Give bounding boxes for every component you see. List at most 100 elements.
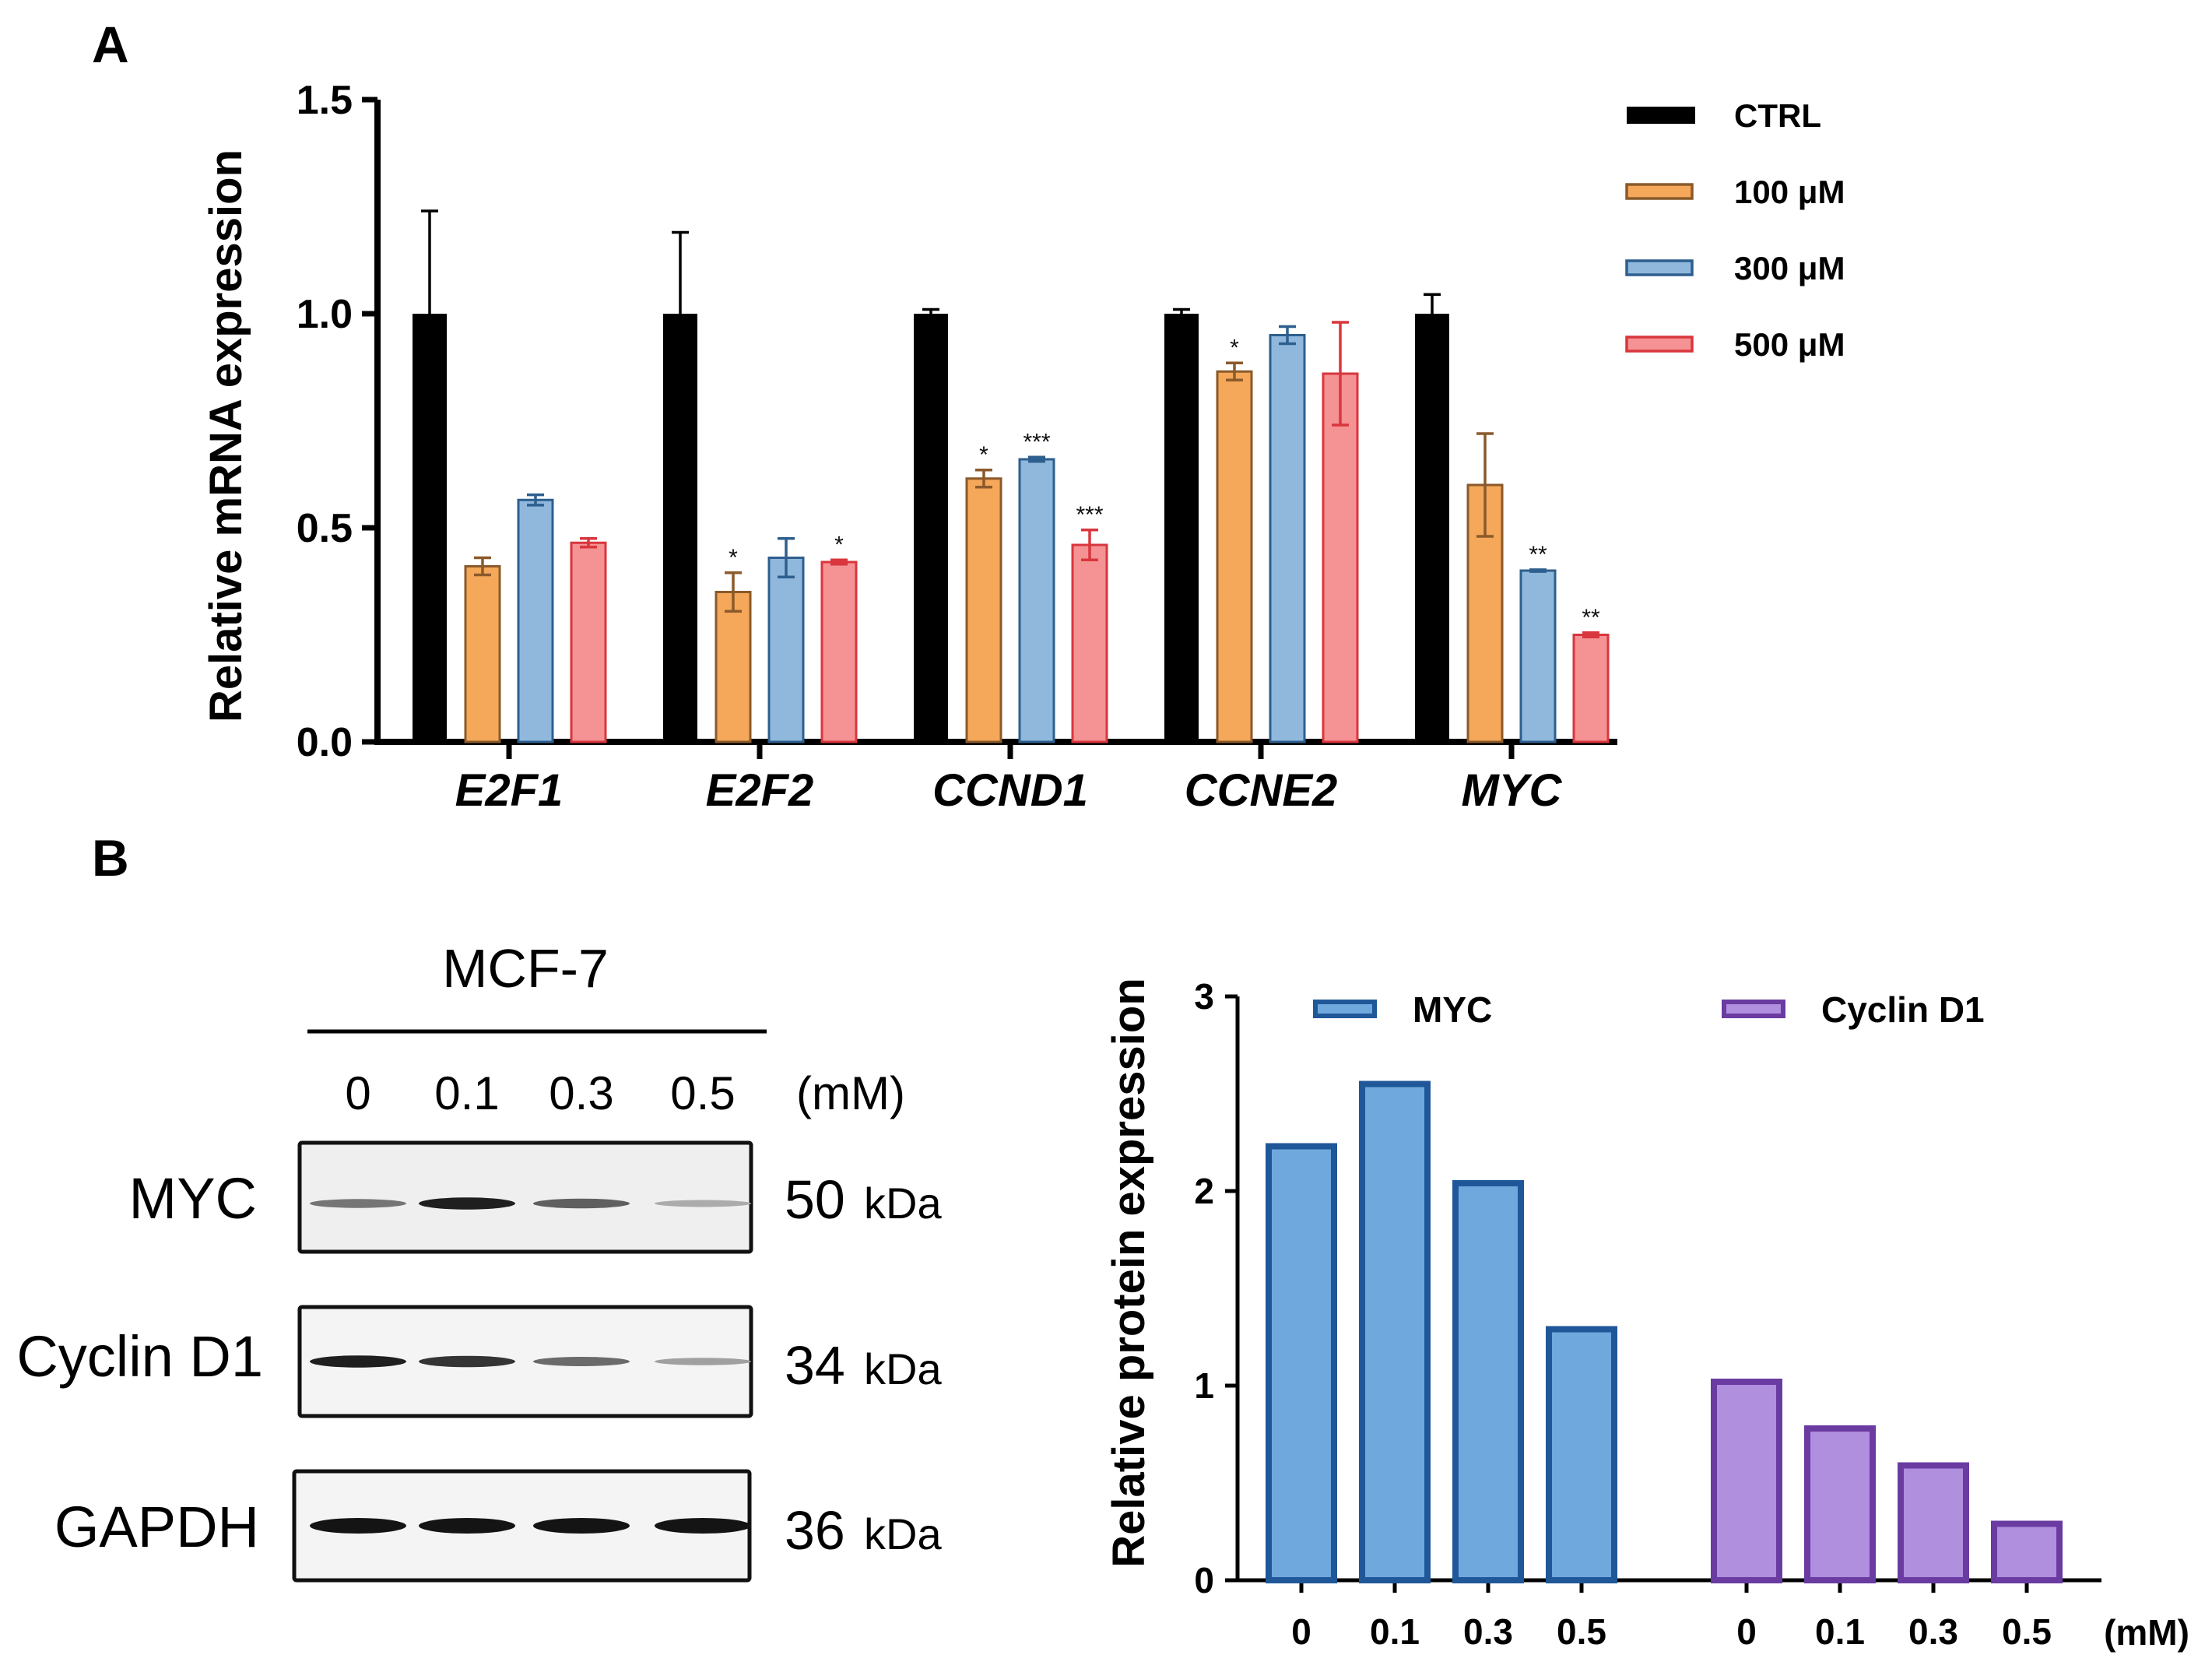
chart-a-bar [1269, 334, 1306, 743]
blot-size-unit: kDa [864, 1509, 942, 1558]
blot-size-unit: kDa [864, 1179, 942, 1228]
blot-dose-labels: 0 0.1 0.3 0.5 [345, 1067, 735, 1119]
chart-b-legend-label: MYC [1413, 989, 1492, 1030]
chart-b-ytick-label: 0 [1194, 1560, 1214, 1600]
chart-a-ytick-label: 1.5 [297, 78, 353, 123]
chart-a-category-label: E2F2 [706, 765, 814, 816]
blot-band [655, 1358, 751, 1365]
chart-b-ylabel: Relative protein expression [1104, 978, 1154, 1567]
chart-b-legend-swatch [1313, 1000, 1377, 1018]
chart-b-xtick-label: 0 [1736, 1611, 1757, 1652]
chart-b-xtick-label: 0.3 [1463, 1611, 1513, 1652]
blot-size-number: 34 [785, 1335, 845, 1396]
chart-a-bar [715, 591, 752, 743]
blot-size-number: 36 [785, 1500, 845, 1561]
chart-a-significance: *** [1023, 429, 1050, 455]
chart-a-ytick-label: 0.0 [297, 720, 353, 765]
blot-dose-label: 0.3 [549, 1067, 613, 1119]
chart-b-xtick-label: 0.5 [1557, 1611, 1606, 1652]
chart-b-bar [1359, 1080, 1431, 1583]
chart-b-bar [1991, 1520, 2063, 1583]
chart-b-bar [1266, 1143, 1337, 1583]
chart-a-bar [914, 314, 948, 742]
blot-band [310, 1355, 406, 1368]
cell-line-label: MCF-7 [442, 938, 609, 999]
chart-a-category-label: E2F1 [455, 765, 564, 816]
blot-dose-unit: (mM) [796, 1067, 905, 1119]
chart-a-significance: * [1230, 335, 1239, 360]
chart-a-category-label: CCND1 [932, 765, 1088, 816]
blot-band [419, 1355, 515, 1368]
chart-a-bar [517, 498, 554, 743]
blot-rows: MYC 50 kDa Cyclin D1 34 kDa GAPDH 36 kDa [16, 1140, 942, 1583]
chart-b-xtick-label: 0.5 [2002, 1611, 2052, 1652]
blot-band [655, 1200, 751, 1207]
chart-a-bar [1466, 483, 1504, 743]
chart-a-axes: 0.0 0.5 1.0 1.5 E2F1 E2F2 CCND1 CCNE2 MYC [297, 78, 1617, 816]
chart-b-bar [1804, 1425, 1876, 1583]
chart-a-bar [1071, 543, 1108, 743]
chart-b-bar [1898, 1462, 1969, 1583]
chart-a-significance: * [729, 545, 738, 571]
chart-a-legend-label: 500 μM [1734, 326, 1845, 363]
blot-band [310, 1518, 406, 1534]
chart-b-legend-swatch [1722, 1000, 1785, 1018]
panel-label-a: A [92, 16, 129, 73]
panel-label-b: B [92, 829, 129, 887]
chart-a-significance: ** [1529, 542, 1547, 567]
chart-b-xlabel: (mM) [2104, 1612, 2189, 1653]
chart-b-bar [1546, 1326, 1617, 1583]
chart-a-bar [1164, 314, 1199, 742]
blot-band [655, 1518, 751, 1534]
chart-b-xtick-label: 0.1 [1815, 1611, 1865, 1652]
blot-row: GAPDH 36 kDa [54, 1469, 942, 1583]
blot-band [310, 1199, 406, 1208]
chart-a-legend-label: 100 μM [1734, 174, 1845, 210]
blot-band [533, 1198, 630, 1209]
blot-protein-label: GAPDH [54, 1495, 259, 1559]
blot-row: MYC 50 kDa [129, 1140, 942, 1254]
chart-a-bar [1018, 458, 1055, 743]
chart-b-xtick-label: 0.1 [1370, 1611, 1420, 1652]
western-blot: MCF-7 0 0.1 0.3 0.5 (mM) MYC 50 kDa Cyclin D1 3… [16, 938, 942, 1583]
chart-a-significance: * [834, 532, 844, 557]
blot-protein-label: MYC [129, 1166, 257, 1231]
chart-a-legend-label: CTRL [1734, 97, 1821, 134]
chart-a-bar [1572, 634, 1610, 743]
chart-a-bar [663, 314, 697, 742]
chart-a-ylabel: Relative mRNA expression [201, 149, 251, 722]
chart-a-bar [413, 314, 447, 742]
blot-dose-label: 0.5 [670, 1067, 735, 1119]
chart-a-bar [1415, 314, 1449, 742]
mrna-bar-chart: Relative mRNA expression 0.0 0.5 1.0 1.5 E2F… [201, 78, 1845, 816]
blot-band [533, 1518, 630, 1534]
chart-a-legend-swatch [1627, 107, 1695, 124]
blot-band [533, 1357, 630, 1366]
chart-a-category-label: CCNE2 [1185, 765, 1338, 816]
chart-a-significance: * [979, 442, 988, 468]
chart-a-bar [1322, 372, 1359, 743]
blot-membrane [297, 1140, 753, 1254]
blot-row: Cyclin D1 34 kDa [16, 1305, 942, 1418]
chart-b-xtick-label: 0 [1291, 1611, 1311, 1652]
chart-b-ytick-label: 2 [1194, 1171, 1214, 1211]
blot-size-unit: kDa [864, 1344, 942, 1393]
chart-b-bar [1711, 1379, 1782, 1583]
chart-a-bar [464, 565, 501, 743]
chart-a-ytick-label: 1.0 [297, 292, 353, 337]
chart-a-bar [1216, 370, 1253, 743]
chart-b-axes: 0 1 2 3 0 0.1 0.3 0.5 0 0.1 0.3 0.5 [1194, 976, 2101, 1652]
chart-a-bar [820, 560, 858, 743]
chart-b-bar [1452, 1180, 1524, 1583]
chart-a-bar [1519, 569, 1557, 743]
blot-size-number: 50 [785, 1169, 845, 1230]
chart-a-legend-swatch [1625, 183, 1694, 200]
blot-protein-label: Cyclin D1 [16, 1324, 263, 1389]
chart-a-bar [570, 541, 607, 743]
chart-a-significance: ** [1582, 605, 1600, 631]
blot-band [419, 1197, 515, 1210]
chart-a-legend-swatch [1625, 336, 1694, 353]
chart-b-bars [1266, 1080, 2063, 1583]
